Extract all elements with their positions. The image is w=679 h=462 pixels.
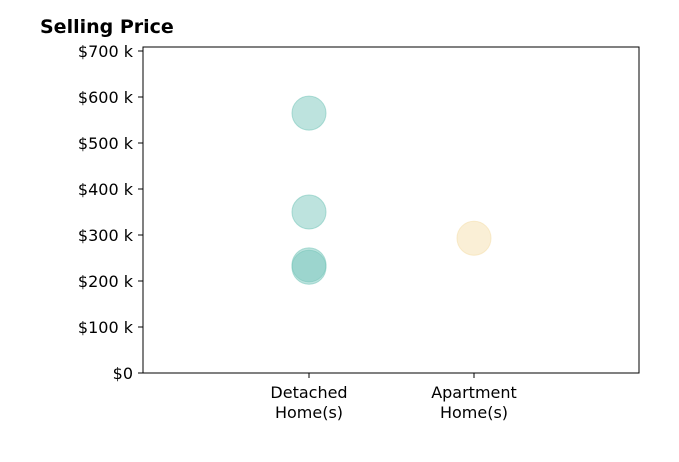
- data-point: [456, 220, 492, 256]
- y-tick-label: $300 k: [78, 226, 134, 245]
- y-tick-label: $100 k: [78, 318, 134, 337]
- y-tick-label: $200 k: [78, 272, 134, 291]
- x-tick-label: Detached: [270, 383, 347, 402]
- y-tick-label: $700 k: [78, 42, 134, 61]
- y-tick-label: $500 k: [78, 134, 134, 153]
- x-tick-label: Apartment: [431, 383, 517, 402]
- data-point: [291, 95, 327, 131]
- y-tick-label: $600 k: [78, 88, 134, 107]
- x-tick-label: Home(s): [275, 403, 343, 422]
- data-point: [291, 194, 327, 230]
- chart-title: Selling Price: [40, 16, 174, 38]
- x-tick-label: Home(s): [440, 403, 508, 422]
- y-tick-label: $400 k: [78, 180, 134, 199]
- data-point: [291, 249, 327, 285]
- plot-frame: [142, 46, 640, 374]
- y-tick-label: $0: [113, 364, 133, 383]
